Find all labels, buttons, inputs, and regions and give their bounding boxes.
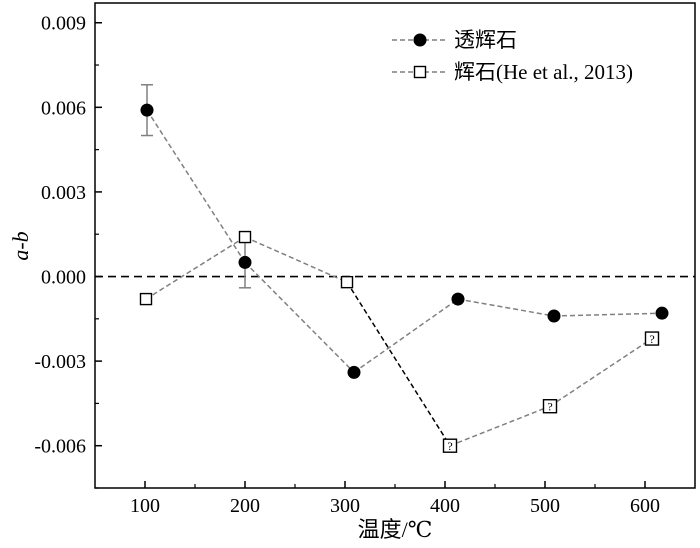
- data-point: [442, 438, 458, 453]
- data-point-question-mark: ?: [547, 400, 552, 414]
- series-line-segment: [244, 236, 348, 283]
- y-tick-label: 0.009: [41, 13, 86, 35]
- legend-marker: [413, 65, 427, 79]
- series-line-segment: [449, 405, 551, 447]
- data-point: [547, 309, 561, 323]
- y-axis-title: a-b: [8, 231, 33, 260]
- legend-label: 辉石(He et al., 2013): [454, 60, 633, 84]
- x-tick-label: 100: [130, 495, 160, 517]
- data-point-question-mark: ?: [447, 439, 452, 453]
- data-point: [140, 103, 154, 117]
- data-point: [451, 292, 465, 306]
- legend-item-2: 辉石(He et al., 2013): [392, 60, 633, 84]
- legend-label: 透辉石: [454, 28, 517, 52]
- data-point: [238, 230, 252, 244]
- data-point: [655, 306, 669, 320]
- series-line-segment: [353, 298, 459, 374]
- series-line-segment: [553, 312, 663, 317]
- y-tick-label: -0.003: [34, 351, 86, 373]
- x-axis-title: 温度/℃: [358, 517, 433, 542]
- series-2: ???: [139, 230, 660, 453]
- series-line-segment: [457, 298, 555, 317]
- y-tick-label: 0.000: [41, 267, 86, 289]
- series-line-segment: [146, 109, 246, 263]
- y-tick-label: 0.006: [41, 97, 86, 119]
- x-tick-label: 400: [430, 495, 460, 517]
- legend-item-1: 透辉石: [392, 28, 517, 52]
- series-line-segment: [145, 236, 246, 300]
- data-point: [542, 399, 558, 414]
- series-line-segment: [549, 337, 653, 407]
- x-tick-label: 300: [330, 495, 360, 517]
- legend-marker: [413, 33, 427, 47]
- data-point: [644, 331, 660, 346]
- data-point: [347, 365, 361, 379]
- x-tick-label: 500: [530, 495, 560, 517]
- series-line-segment-highlight: [346, 281, 451, 447]
- series-line-segment: [244, 261, 355, 373]
- data-point: [340, 275, 354, 289]
- data-point: [238, 255, 252, 269]
- x-tick-label: 200: [230, 495, 260, 517]
- data-point-question-mark: ?: [649, 332, 654, 346]
- x-tick-label: 600: [630, 495, 660, 517]
- y-tick-label: -0.006: [34, 436, 86, 458]
- y-tick-label: 0.003: [41, 182, 86, 204]
- series-1: [140, 84, 669, 379]
- data-point: [139, 292, 153, 306]
